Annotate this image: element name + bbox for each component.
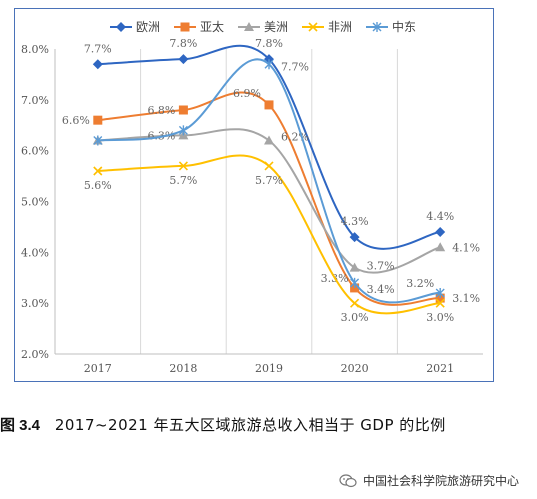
legend-label: 亚太 (200, 19, 224, 34)
wechat-icon (339, 473, 357, 487)
data-label: 3.0% (426, 311, 454, 324)
data-point (178, 125, 188, 136)
data-point (435, 288, 445, 298)
caption-text: 2017~2021 年五大区域旅游总收入相当于 GDP 的比例 (54, 416, 446, 434)
y-tick-label: 2.0% (21, 348, 49, 361)
series-1: 7.7% 7.8% 7.8% 4.3% 4.4% (84, 37, 454, 250)
data-point (435, 242, 446, 252)
data-point (264, 161, 274, 171)
data-label: 7.8% (169, 37, 197, 50)
data-label: 3.4% (367, 283, 395, 296)
data-point (349, 262, 360, 272)
data-label: 4.1% (452, 241, 480, 254)
data-point (350, 283, 360, 293)
data-point (93, 166, 103, 176)
y-tick-label: 6.0% (21, 145, 49, 158)
data-point (244, 22, 254, 31)
series-line (97, 58, 441, 304)
x-tick-label: 2020 (341, 362, 369, 375)
data-label: 6.2% (281, 131, 309, 144)
watermark: 中国社会科学院旅游研究中心 (339, 472, 519, 489)
data-point (435, 298, 445, 308)
data-label: 3.7% (367, 260, 395, 273)
data-point (435, 227, 446, 237)
figure-number: 图 3.4 (0, 417, 41, 434)
x-tick-label: 2018 (169, 362, 197, 375)
series-5: 7.7% 3.4% 3.2% (93, 58, 445, 304)
legend-item: 中东 (366, 19, 416, 34)
legend-label: 中东 (392, 19, 416, 34)
legend: 欧洲 亚太 美洲 非洲 中东 (110, 19, 416, 34)
data-point (93, 115, 103, 125)
y-tick-label: 8.0% (21, 43, 49, 56)
data-label: 6.8% (147, 104, 175, 117)
data-label: 5.7% (255, 174, 283, 187)
y-tick-label: 7.0% (21, 94, 49, 107)
legend-item: 美洲 (238, 20, 288, 34)
data-point (264, 59, 274, 70)
series-2: 6.6%6.8%6.9%3.3%3.1% (62, 87, 480, 306)
data-point (372, 22, 382, 32)
series-line (97, 91, 441, 306)
y-tick-label: 5.0% (21, 196, 49, 209)
data-label: 7.7% (281, 60, 309, 73)
legend-label: 欧洲 (136, 20, 160, 34)
data-point (264, 135, 274, 145)
series-3: 6.3% 6.2%3.7%4.1% (92, 128, 480, 274)
data-point (178, 54, 189, 65)
data-point (92, 59, 103, 70)
legend-item: 非洲 (302, 20, 352, 34)
data-point (178, 161, 188, 171)
data-point (350, 277, 360, 288)
data-point (350, 298, 360, 308)
figure-caption: 图 3.4 2017~2021 年五大区域旅游总收入相当于 GDP 的比例 (0, 414, 537, 435)
legend-label: 美洲 (264, 20, 288, 34)
data-point (180, 22, 190, 32)
data-point (116, 22, 126, 32)
line-chart: 2.0% 3.0% 4.0% 5.0% 6.0% 7.0% 8.0% 2017 2018 2019… (21, 19, 483, 375)
data-point (264, 100, 274, 110)
legend-item: 欧洲 (110, 20, 160, 34)
data-label: 4.3% (341, 215, 369, 228)
data-point (264, 54, 274, 65)
data-label: 3.2% (406, 277, 434, 290)
data-point (178, 105, 188, 115)
legend-item: 亚太 (174, 19, 224, 34)
x-tick-label: 2017 (84, 362, 112, 375)
data-label: 7.7% (84, 42, 112, 55)
y-tick-label: 4.0% (21, 246, 49, 259)
chart-frame: 2.0% 3.0% 4.0% 5.0% 6.0% 7.0% 8.0% 2017 2018 2019… (14, 8, 494, 382)
data-label: 6.9% (233, 87, 261, 100)
x-tick-label: 2021 (426, 362, 454, 375)
data-label: 5.6% (84, 179, 112, 192)
data-point (93, 135, 103, 146)
data-label: 5.7% (169, 174, 197, 187)
series-line (97, 44, 441, 250)
data-label: 7.8% (255, 37, 283, 50)
y-tick-label: 3.0% (21, 297, 49, 310)
data-point (349, 232, 360, 243)
data-label: 6.6% (62, 114, 90, 127)
x-tick-label: 2019 (255, 362, 283, 375)
series-4: 5.6% 5.7% 5.7% 3.0% 3.0% (84, 154, 454, 324)
data-point (308, 22, 318, 32)
data-point (435, 293, 445, 303)
legend-label: 非洲 (328, 20, 352, 34)
series-line (97, 128, 441, 274)
watermark-text: 中国社会科学院旅游研究中心 (362, 474, 519, 488)
data-label: 3.0% (341, 311, 369, 324)
data-label: 4.4% (426, 210, 454, 223)
data-label: 3.1% (452, 292, 480, 305)
